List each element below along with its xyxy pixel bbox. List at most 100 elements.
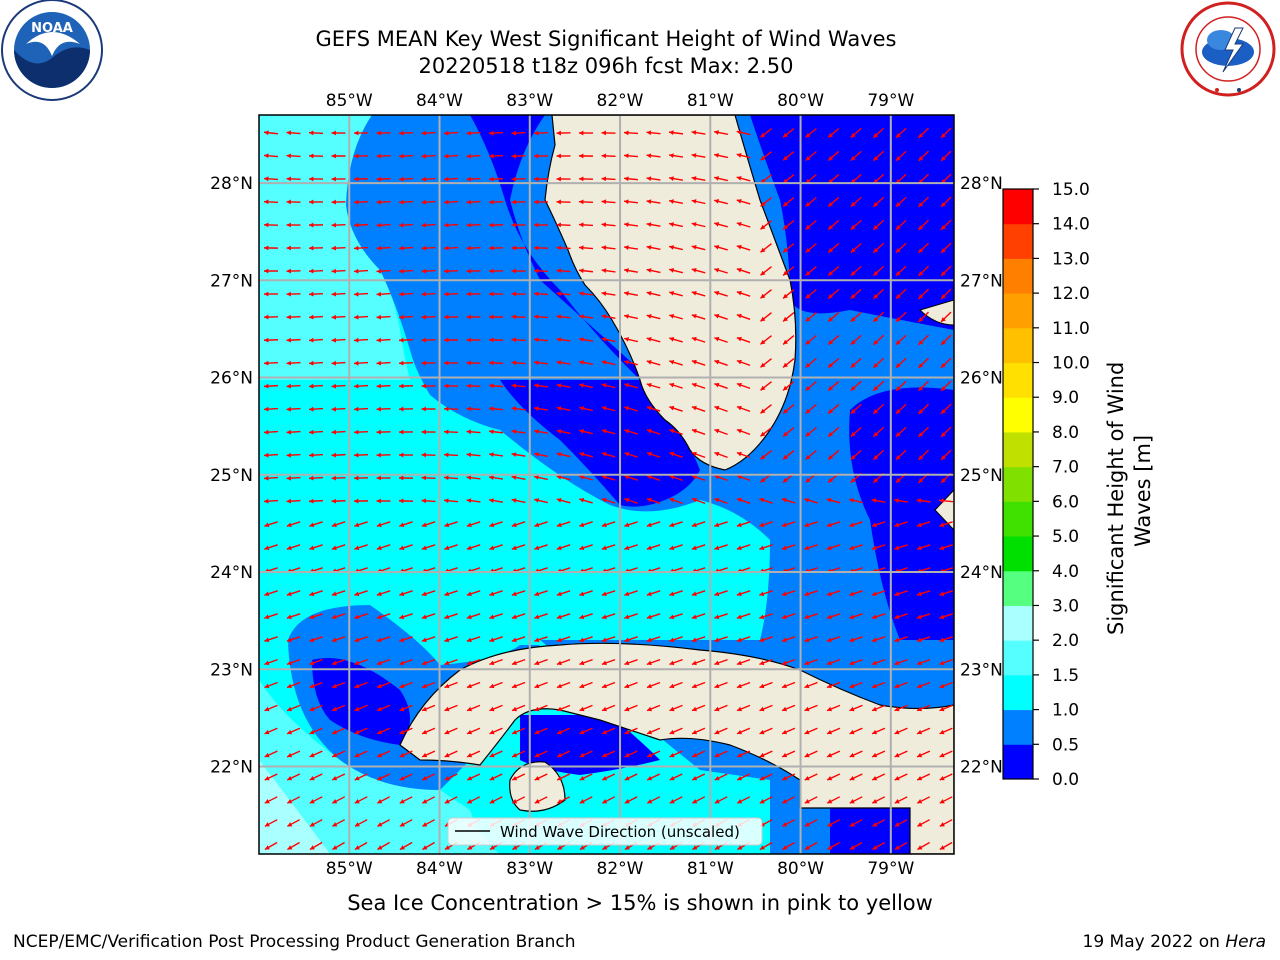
wind-arrow — [714, 474, 728, 482]
wind-arrow — [736, 750, 751, 758]
wind-arrow — [354, 658, 368, 666]
wind-arrow — [781, 521, 796, 528]
wind-arrow — [736, 773, 751, 781]
wind-arrow — [805, 334, 817, 346]
wind-arrow — [353, 337, 369, 343]
wind-arrow — [939, 544, 953, 551]
wind-arrow — [826, 750, 841, 758]
wind-arrow — [533, 337, 549, 343]
wind-arrow — [624, 337, 638, 343]
wind-arrow — [939, 636, 953, 643]
wind-arrow — [398, 406, 414, 412]
wind-arrow — [263, 130, 279, 136]
wind-arrow — [376, 613, 391, 620]
footer-date-text: 19 May 2022 on — [1082, 932, 1226, 952]
wind-arrow — [939, 590, 953, 597]
wind-arrow — [489, 590, 503, 597]
wind-arrow — [354, 819, 368, 827]
wind-arrow — [443, 383, 459, 389]
wind-arrow — [895, 196, 907, 208]
wind-arrow — [263, 475, 279, 481]
wind-arrow — [760, 404, 772, 414]
wind-arrow — [331, 245, 346, 251]
wind-arrow — [917, 242, 930, 254]
wind-arrow — [827, 265, 840, 277]
wind-arrow — [556, 658, 571, 666]
wind-arrow — [939, 773, 953, 781]
wind-arrow — [286, 681, 301, 689]
wind-arrow — [691, 153, 706, 158]
wind-arrow — [331, 337, 346, 343]
lon-labels-top: 85°W 84°W 83°W 82°W 81°W 80°W 79°W — [326, 91, 915, 111]
wind-arrow — [781, 727, 796, 735]
graticule — [259, 115, 954, 854]
wind-arrow — [691, 130, 706, 135]
wind-arrow — [444, 750, 458, 758]
wind-arrow — [714, 613, 728, 620]
lat-label-right: 27°N — [960, 271, 1003, 291]
wind-arrow — [511, 796, 526, 804]
wind-arrow — [309, 544, 323, 551]
wind-arrow — [850, 265, 862, 277]
wind-arrow — [850, 311, 862, 323]
wind-arrow — [917, 380, 930, 392]
wind-arrow — [826, 727, 841, 735]
wind-arrow — [601, 658, 616, 666]
wind-arrow — [308, 429, 324, 435]
wind-arrow — [376, 498, 391, 504]
wind-arrow — [669, 474, 683, 482]
colorbar-tick-label: 12.0 — [1052, 284, 1090, 304]
wind-arrow — [332, 841, 345, 851]
wind-arrow — [646, 474, 661, 481]
wind-arrow — [466, 590, 481, 597]
wind-arrow — [579, 681, 593, 689]
wind-arrow — [377, 819, 390, 827]
wind-arrow — [263, 360, 279, 366]
wind-arrow — [894, 658, 908, 666]
wind-arrow — [714, 336, 728, 343]
wind-arrow — [488, 429, 504, 435]
wind-arrow — [399, 636, 413, 643]
wind-arrow — [421, 727, 436, 735]
wind-arrow — [533, 291, 549, 297]
wind-arrow — [443, 153, 459, 159]
wind-arrow — [466, 291, 481, 297]
wind-arrow — [264, 590, 278, 597]
sea-ice-caption: Sea Ice Concentration > 15% is shown in … — [347, 891, 933, 915]
wind-arrow — [421, 796, 436, 804]
wind-arrow — [331, 268, 346, 274]
wind-arrow — [691, 176, 706, 182]
lat-label-left: 22°N — [210, 757, 253, 777]
map-subtitle: 20220518 t18z 096h fcst Max: 2.50 — [418, 54, 794, 78]
wind-arrow — [511, 245, 526, 251]
wind-arrow — [533, 199, 549, 205]
wind-arrow — [444, 613, 458, 620]
wind-arrow — [916, 590, 931, 597]
wind-arrow — [849, 796, 863, 804]
wind-arrow — [511, 153, 526, 159]
wind-arrow — [466, 636, 481, 643]
colorbar-swatch — [1003, 223, 1033, 259]
wind-arrow — [421, 658, 436, 666]
wind-arrow — [849, 681, 863, 689]
wind-arrow — [421, 750, 436, 758]
wind-arrow — [421, 773, 436, 781]
wind-arrow — [646, 796, 661, 804]
wind-arrow — [691, 704, 706, 712]
wind-arrow — [354, 613, 368, 620]
wind-arrow — [646, 428, 661, 435]
wind-arrow — [804, 704, 818, 712]
wind-arrow — [466, 704, 481, 712]
colorbar-label-line1: Significant Height of Wind — [1104, 362, 1128, 635]
wind-arrow — [601, 428, 616, 435]
wind-arrow — [669, 222, 683, 228]
map-title: GEFS MEAN Key West Significant Height of… — [315, 27, 897, 51]
wind-arrow — [850, 426, 862, 438]
wind-arrow — [759, 658, 773, 666]
wind-arrow — [534, 636, 548, 643]
wind-arrow — [488, 130, 504, 136]
wind-arrow — [736, 590, 751, 597]
wind-arrow — [623, 222, 639, 228]
wind-arrow — [443, 498, 459, 504]
wind-arrow — [578, 314, 594, 319]
